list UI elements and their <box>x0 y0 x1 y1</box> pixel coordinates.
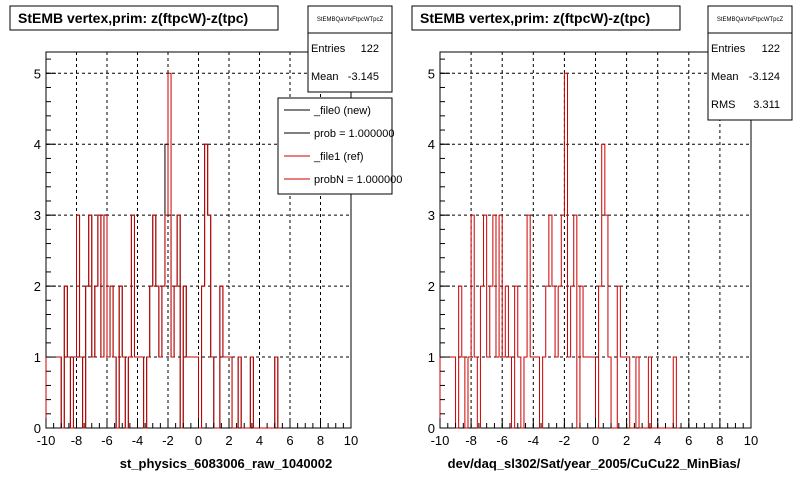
legend-label-file1: _file1 (ref) <box>313 151 364 163</box>
x-tick-label: 8 <box>317 433 324 448</box>
y-tick-label: 0 <box>428 421 435 436</box>
stats-rms-label: RMS <box>711 99 735 111</box>
x-tick-label: -6 <box>101 433 113 448</box>
histogram-series-1 <box>45 72 281 429</box>
x-tick-label: 4 <box>256 433 263 448</box>
stats-entries-label: Entries <box>711 43 746 55</box>
x-tick-label: -6 <box>496 433 508 448</box>
stats-mean-label: Mean <box>711 71 739 83</box>
x-tick-label: 0 <box>592 433 599 448</box>
stats-mean-label: Mean <box>311 71 339 83</box>
x-tick-label: -8 <box>71 433 83 448</box>
title-box-frame <box>9 5 279 31</box>
x-tick-label: -8 <box>465 433 477 448</box>
histogram-panel-left: -10 -8 -6 -4 -2 0 2 4 6 8 10 0 1 2 3 4 5 StEMB vertex,pr… <box>9 5 402 471</box>
stats-rms-value: 3.311 <box>753 99 780 111</box>
x-tick-label: -4 <box>132 433 144 448</box>
y-tick-label: 1 <box>34 350 41 365</box>
legend-box-frame <box>277 97 393 195</box>
title-box-frame <box>411 5 681 31</box>
stats-mean-value: -3.145 <box>348 71 379 83</box>
legend-label-probn: probN = 1.000000 <box>314 174 402 186</box>
x-tick-label: 0 <box>195 433 202 448</box>
y-tick-label: 0 <box>34 421 41 436</box>
histogram-series-0 <box>439 72 680 429</box>
y-tick-label: 3 <box>34 208 41 223</box>
x-tick-label: 10 <box>344 433 358 448</box>
y-tick-label: 3 <box>428 208 435 223</box>
y-tick-label: 1 <box>428 350 435 365</box>
title-box: StEMB vertex,prim: z(ftpcW)-z(tpc) <box>9 5 279 31</box>
y-tick-label: 2 <box>428 279 435 294</box>
stats-header: StEMBQaVtxFtpcWTpcZ <box>717 17 784 23</box>
x-tick-label: -2 <box>162 433 174 448</box>
x-tick-label: 2 <box>623 433 630 448</box>
x-tick-label: 2 <box>225 433 232 448</box>
histogram-title: StEMB vertex,prim: z(ftpcW)-z(tpc) <box>420 10 650 26</box>
x-axis-label: dev/daq_sl302/Sat/year_2005/CuCu22_MinBi… <box>448 456 741 471</box>
y-tick-label: 5 <box>428 66 435 81</box>
legend-box: _file0 (new) prob = 1.000000 _file1 (ref… <box>277 97 402 195</box>
legend-label-prob: prob = 1.000000 <box>314 128 394 140</box>
stats-header: StEMBQaVtxFtpcWTpcZ <box>317 17 384 23</box>
y-tick-label: 4 <box>34 137 41 152</box>
histogram-panel-right: -10 -8 -6 -4 -2 0 2 4 6 8 10 0 1 2 3 4 5 StEMB vertex,pr… <box>411 5 793 471</box>
stats-box-frame <box>307 5 393 93</box>
stats-box: StEMBQaVtxFtpcWTpcZ Entries 122 Mean -3.… <box>707 5 793 121</box>
legend-label-file0: _file0 (new) <box>313 105 371 117</box>
x-tick-label: -10 <box>431 433 450 448</box>
x-tick-label: 8 <box>716 433 723 448</box>
y-tick-label: 2 <box>34 279 41 294</box>
stats-box: StEMBQaVtxFtpcWTpcZ Entries 122 Mean -3.… <box>307 5 393 93</box>
stats-entries-value: 122 <box>762 43 780 55</box>
stats-box-frame <box>707 5 793 121</box>
x-tick-label: -10 <box>37 433 56 448</box>
stats-entries-label: Entries <box>311 43 346 55</box>
x-tick-label: 6 <box>286 433 293 448</box>
y-tick-label: 4 <box>428 137 435 152</box>
stats-entries-value: 122 <box>361 43 379 55</box>
histogram-title: StEMB vertex,prim: z(ftpcW)-z(tpc) <box>18 10 248 26</box>
x-tick-label: 10 <box>744 433 758 448</box>
x-tick-label: 4 <box>654 433 661 448</box>
title-box: StEMB vertex,prim: z(ftpcW)-z(tpc) <box>411 5 681 31</box>
x-tick-label: 6 <box>685 433 692 448</box>
x-axis-label: st_physics_6083006_raw_1040002 <box>120 456 333 471</box>
x-tick-label: -2 <box>559 433 571 448</box>
stats-mean-value: -3.124 <box>749 71 780 83</box>
x-tick-label: -4 <box>528 433 540 448</box>
y-tick-label: 5 <box>34 66 41 81</box>
